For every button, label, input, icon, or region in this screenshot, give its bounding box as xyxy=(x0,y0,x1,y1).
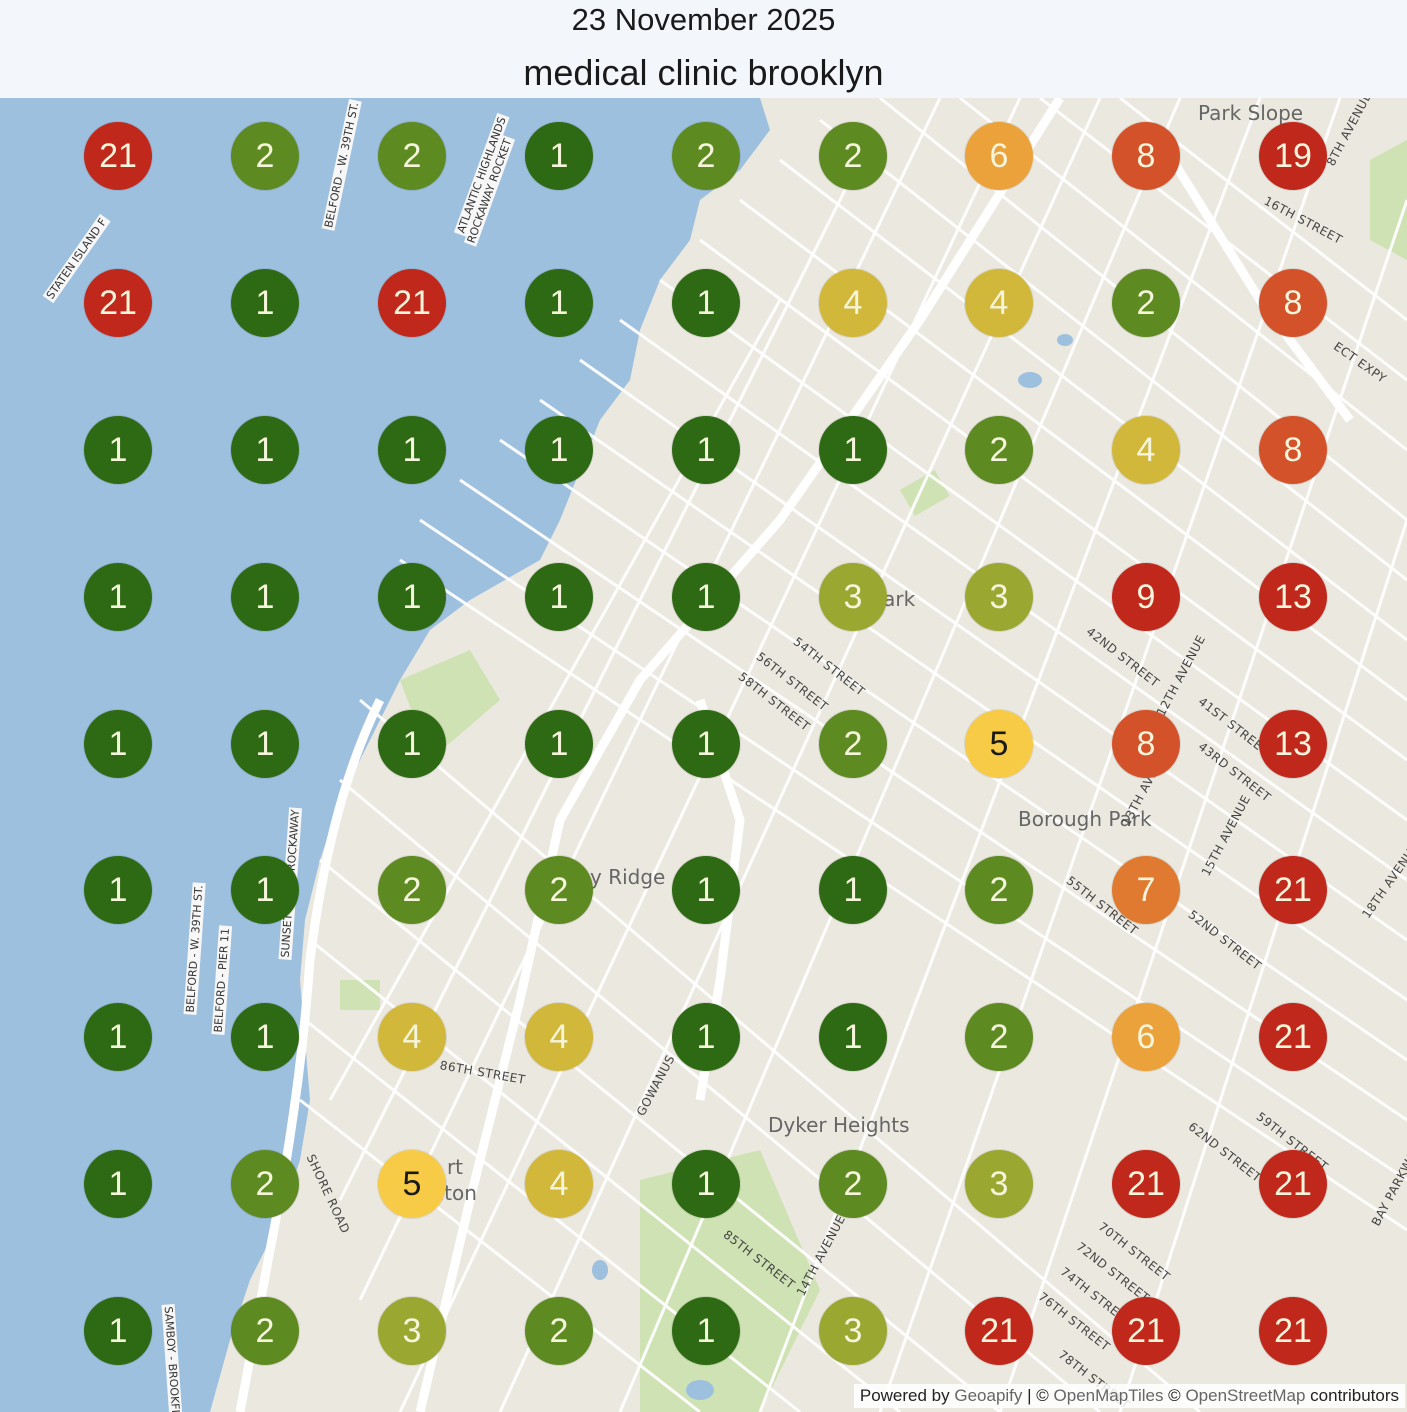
rank-pin[interactable]: 2 xyxy=(819,122,887,190)
rank-pin[interactable]: 1 xyxy=(378,710,446,778)
rank-pin[interactable]: 8 xyxy=(1259,416,1327,484)
rank-pin[interactable]: 1 xyxy=(84,1003,152,1071)
report-date: 23 November 2025 xyxy=(571,2,836,37)
rank-pin[interactable]: 3 xyxy=(819,1297,887,1365)
rank-pin[interactable]: 1 xyxy=(525,563,593,631)
place-label-borough-park: Borough Park xyxy=(1018,807,1152,831)
rank-pin[interactable]: 1 xyxy=(672,269,740,337)
rank-pin[interactable]: 1 xyxy=(525,710,593,778)
rank-pin[interactable]: 4 xyxy=(965,269,1033,337)
rank-pin[interactable]: 2 xyxy=(819,1150,887,1218)
rank-pin[interactable]: 4 xyxy=(378,1003,446,1071)
rank-pin[interactable]: 5 xyxy=(965,710,1033,778)
rank-pin[interactable]: 2 xyxy=(525,856,593,924)
rank-pin[interactable]: 8 xyxy=(1112,122,1180,190)
rank-pin[interactable]: 13 xyxy=(1259,710,1327,778)
rank-pin[interactable]: 1 xyxy=(84,856,152,924)
rank-pin[interactable]: 1 xyxy=(231,269,299,337)
place-label-park-slope: Park Slope xyxy=(1198,101,1304,125)
rank-pin[interactable]: 1 xyxy=(819,856,887,924)
rank-pin[interactable]: 1 xyxy=(525,122,593,190)
rank-pin[interactable]: 2 xyxy=(1112,269,1180,337)
rank-pin[interactable]: 2 xyxy=(378,122,446,190)
geoapify-link[interactable]: Geoapify xyxy=(954,1386,1023,1405)
rank-pin[interactable]: 1 xyxy=(84,1297,152,1365)
rank-pin[interactable]: 1 xyxy=(231,416,299,484)
rank-pin[interactable]: 2 xyxy=(965,416,1033,484)
rank-pin[interactable]: 6 xyxy=(1112,1003,1180,1071)
rank-pin[interactable]: 1 xyxy=(84,416,152,484)
rank-pin[interactable]: 1 xyxy=(672,710,740,778)
rank-pin[interactable]: 1 xyxy=(672,856,740,924)
rank-pin[interactable]: 2 xyxy=(965,1003,1033,1071)
rank-pin[interactable]: 1 xyxy=(525,416,593,484)
rank-pin[interactable]: 8 xyxy=(1112,710,1180,778)
rank-pin[interactable]: 21 xyxy=(1259,856,1327,924)
rank-pin[interactable]: 21 xyxy=(1112,1297,1180,1365)
rank-pin[interactable]: 21 xyxy=(1259,1003,1327,1071)
openstreetmap-link[interactable]: OpenStreetMap xyxy=(1185,1386,1306,1405)
rank-pin[interactable]: 2 xyxy=(231,1297,299,1365)
rank-pin[interactable]: 21 xyxy=(1259,1150,1327,1218)
place-label-bay-ridge: y Ridge xyxy=(590,865,666,889)
rank-pin[interactable]: 1 xyxy=(84,710,152,778)
rank-pin[interactable]: 2 xyxy=(231,122,299,190)
rank-pin[interactable]: 1 xyxy=(819,1003,887,1071)
rank-pin[interactable]: 1 xyxy=(672,416,740,484)
rank-pin[interactable]: 21 xyxy=(84,269,152,337)
rank-pin[interactable]: 2 xyxy=(378,856,446,924)
place-label-dyker-heights: Dyker Heights xyxy=(768,1113,910,1137)
rank-pin[interactable]: 21 xyxy=(965,1297,1033,1365)
rank-pin[interactable]: 2 xyxy=(525,1297,593,1365)
rank-pin[interactable]: 1 xyxy=(231,1003,299,1071)
rank-pin[interactable]: 1 xyxy=(525,269,593,337)
rank-pin[interactable]: 1 xyxy=(378,416,446,484)
rank-pin[interactable]: 3 xyxy=(819,563,887,631)
rank-pin[interactable]: 1 xyxy=(231,563,299,631)
rank-pin[interactable]: 1 xyxy=(672,1297,740,1365)
map-canvas[interactable]: Park Slope Park Borough Park y Ridge Dyk… xyxy=(0,98,1407,1412)
search-query-title: medical clinic brooklyn xyxy=(523,52,884,93)
rank-pin[interactable]: 5 xyxy=(378,1150,446,1218)
rank-pin[interactable]: 1 xyxy=(84,563,152,631)
rank-pin[interactable]: 1 xyxy=(819,416,887,484)
rank-pin[interactable]: 1 xyxy=(84,1150,152,1218)
rank-pin[interactable]: 21 xyxy=(378,269,446,337)
rank-pin[interactable]: 4 xyxy=(1112,416,1180,484)
rank-pin[interactable]: 21 xyxy=(1259,1297,1327,1365)
rank-pin[interactable]: 8 xyxy=(1259,269,1327,337)
rank-pin[interactable]: 9 xyxy=(1112,563,1180,631)
map-attribution: Powered by Geoapify | © OpenMapTiles © O… xyxy=(853,1384,1405,1408)
rank-pin[interactable]: 2 xyxy=(672,122,740,190)
rank-pin[interactable]: 3 xyxy=(378,1297,446,1365)
rank-pin[interactable]: 4 xyxy=(819,269,887,337)
rank-pin[interactable]: 3 xyxy=(965,1150,1033,1218)
rank-pin[interactable]: 6 xyxy=(965,122,1033,190)
rank-pin[interactable]: 1 xyxy=(672,563,740,631)
rank-pin[interactable]: 21 xyxy=(1112,1150,1180,1218)
report-header: 23 November 2025 medical clinic brooklyn xyxy=(0,0,1407,98)
rank-pin[interactable]: 3 xyxy=(965,563,1033,631)
rank-pin[interactable]: 7 xyxy=(1112,856,1180,924)
rank-pin[interactable]: 4 xyxy=(525,1150,593,1218)
rank-pin[interactable]: 1 xyxy=(672,1150,740,1218)
rank-pin[interactable]: 1 xyxy=(378,563,446,631)
openmaptiles-link[interactable]: OpenMapTiles xyxy=(1053,1386,1164,1405)
rank-pin[interactable]: 2 xyxy=(231,1150,299,1218)
rank-pin[interactable]: 2 xyxy=(819,710,887,778)
rank-pin[interactable]: 1 xyxy=(672,1003,740,1071)
rank-pin[interactable]: 13 xyxy=(1259,563,1327,631)
rank-pin[interactable]: 4 xyxy=(525,1003,593,1071)
rank-pin[interactable]: 21 xyxy=(84,122,152,190)
rank-pin[interactable]: 19 xyxy=(1259,122,1327,190)
rank-pin[interactable]: 1 xyxy=(231,710,299,778)
rank-pin[interactable]: 2 xyxy=(965,856,1033,924)
rank-pin[interactable]: 1 xyxy=(231,856,299,924)
